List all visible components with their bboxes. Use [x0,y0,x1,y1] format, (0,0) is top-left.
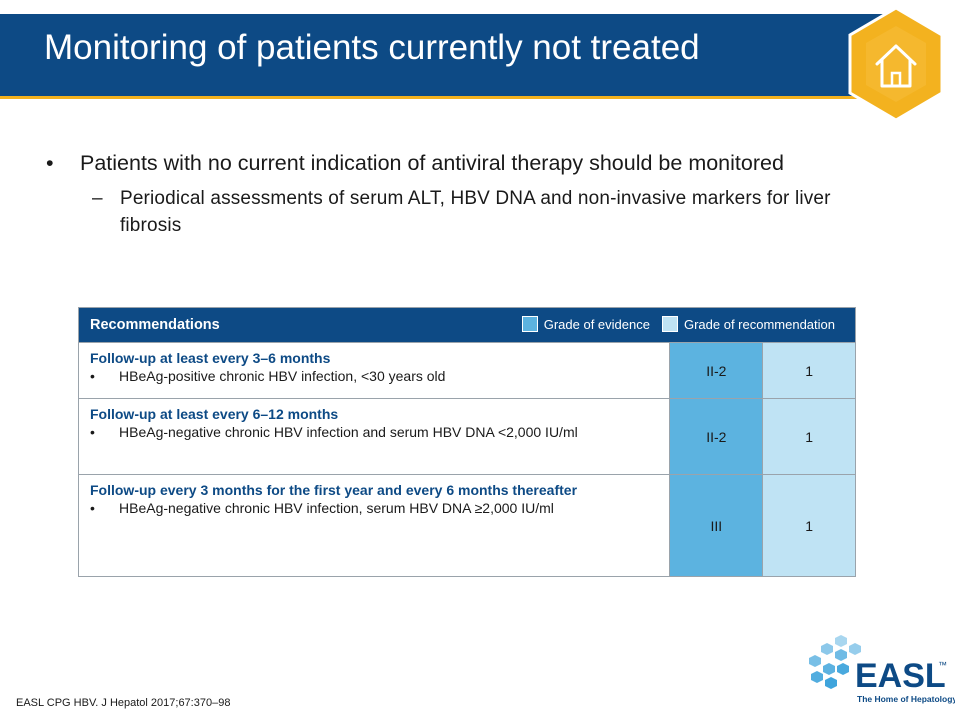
bullet-point: • Patients with no current indication of… [46,150,836,177]
title-bar: Monitoring of patients currently not tre… [0,14,888,99]
recommendation-item: • HBeAg-positive chronic HBV infection, … [90,367,659,385]
grade-of-recommendation-cell: 1 [762,343,855,398]
recommendations-table: Recommendations Grade of evidence Grade … [78,307,856,577]
sub-bullet: – Periodical assessments of serum ALT, H… [46,185,836,239]
recommendations-title: Recommendations [90,317,220,333]
recommendation-cell: Follow-up at least every 6–12 months • H… [79,399,669,474]
evidence-swatch [521,316,538,332]
item-marker: • [90,368,95,384]
legend-evidence-label: Grade of evidence [543,316,650,332]
item-text: HBeAg-positive chronic HBV infection, <3… [119,368,446,384]
recommendation-item: • HBeAg-negative chronic HBV infection a… [90,423,659,441]
sub-bullet-marker: – [92,188,103,209]
logo-hexagons-icon [809,635,861,689]
bullet-text: Patients with no current indication of a… [80,151,784,175]
logo-wordmark: EASL [855,657,946,695]
logo-trademark: ™ [938,660,947,670]
legend: Grade of evidence Grade of recommendatio… [521,316,835,332]
grade-of-evidence-cell: II-2 [669,399,763,474]
recommendation-heading: Follow-up at least every 6–12 months [90,406,339,422]
recommendation-heading: Follow-up at least every 3–6 months [90,350,331,366]
recommendation-cell: Follow-up at least every 3–6 months • HB… [79,343,669,398]
content-area: • Patients with no current indication of… [46,150,836,239]
legend-recommendation-label: Grade of recommendation [683,316,835,332]
grade-of-recommendation-cell: 1 [762,475,855,576]
grade-of-recommendation-cell: 1 [762,399,855,474]
item-marker: • [90,424,95,440]
item-marker: • [90,500,95,516]
bullet-marker: • [46,151,54,175]
recommendation-heading: Follow-up every 3 months for the first y… [90,482,578,498]
item-text: HBeAg-negative chronic HBV infection, se… [119,500,554,516]
grade-of-evidence-cell: III [669,475,763,576]
recommendation-item: • HBeAg-negative chronic HBV infection, … [90,499,659,517]
item-text: HBeAg-negative chronic HBV infection and… [119,424,578,440]
sub-bullet-text: Periodical assessments of serum ALT, HBV… [120,188,831,236]
easl-logo[interactable]: EASL ™ The Home of Hepatology [805,630,955,710]
recommendations-header: Recommendations Grade of evidence Grade … [79,308,855,342]
home-icon[interactable] [846,6,946,122]
page-title: Monitoring of patients currently not tre… [44,28,700,67]
footer-reference: EASL CPG HBV. J Hepatol 2017;67:370–98 [16,697,231,709]
table-row: Follow-up at least every 6–12 months • H… [79,398,855,474]
grade-of-evidence-cell: II-2 [669,343,763,398]
logo-tagline: The Home of Hepatology [857,694,955,704]
recommendation-cell: Follow-up every 3 months for the first y… [79,475,669,576]
table-row: Follow-up at least every 3–6 months • HB… [79,342,855,398]
table-row: Follow-up every 3 months for the first y… [79,474,855,576]
recommendation-swatch [661,316,678,332]
